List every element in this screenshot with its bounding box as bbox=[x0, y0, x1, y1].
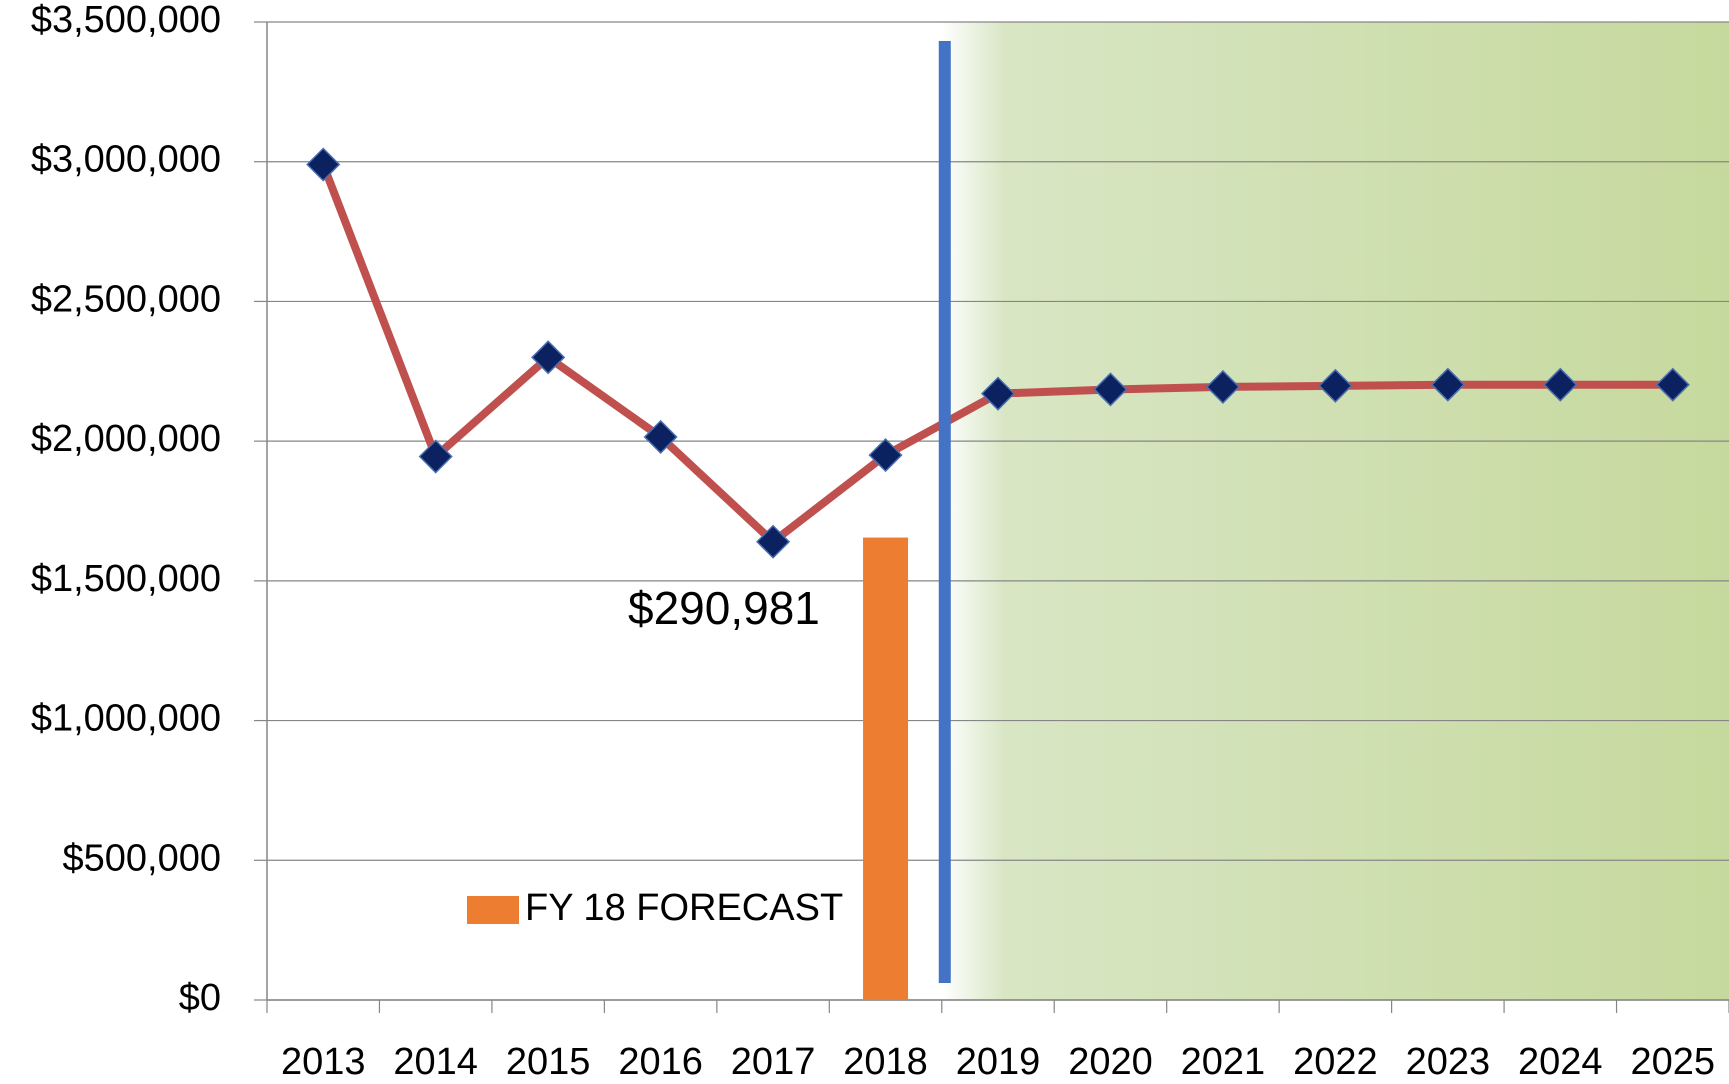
x-tick-label: 2018 bbox=[843, 1041, 928, 1083]
legend-label: FY 18 FORECAST bbox=[525, 887, 843, 929]
x-tick-label: 2023 bbox=[1406, 1041, 1491, 1083]
y-tick-label: $2,500,000 bbox=[31, 278, 221, 320]
y-tick-label: $1,000,000 bbox=[31, 698, 221, 740]
marker bbox=[868, 438, 903, 473]
marker bbox=[756, 524, 791, 559]
marker bbox=[531, 340, 566, 375]
x-tick-label: 2024 bbox=[1518, 1041, 1603, 1083]
y-tick-label: $0 bbox=[179, 977, 221, 1019]
x-tick-label: 2021 bbox=[1181, 1041, 1266, 1083]
x-tick-label: 2013 bbox=[281, 1041, 366, 1083]
marker bbox=[1655, 367, 1690, 402]
x-tick-label: 2020 bbox=[1068, 1041, 1153, 1083]
bar bbox=[863, 537, 909, 1000]
y-tick-label: $2,000,000 bbox=[31, 418, 221, 460]
forecast-region bbox=[941, 22, 1729, 1000]
y-tick-label: $3,000,000 bbox=[31, 139, 221, 181]
marker bbox=[980, 376, 1016, 411]
x-tick-label: 2016 bbox=[618, 1041, 703, 1083]
marker bbox=[1205, 369, 1240, 404]
y-tick-label: $3,500,000 bbox=[31, 0, 221, 41]
x-tick-label: 2017 bbox=[731, 1041, 816, 1083]
marker bbox=[418, 439, 453, 474]
marker bbox=[1543, 367, 1578, 402]
marker bbox=[643, 419, 678, 455]
y-tick-label: $500,000 bbox=[63, 837, 222, 879]
marker bbox=[1093, 372, 1128, 407]
marker bbox=[1318, 368, 1353, 403]
x-tick-label: 2025 bbox=[1630, 1041, 1715, 1083]
marker bbox=[1430, 367, 1465, 402]
x-tick-label: 2022 bbox=[1293, 1041, 1378, 1083]
marker bbox=[306, 147, 341, 182]
y-tick-label: $1,500,000 bbox=[31, 558, 221, 600]
annotation: $290,981 bbox=[628, 582, 820, 634]
legend-swatch bbox=[467, 896, 519, 924]
x-tick-label: 2015 bbox=[506, 1041, 591, 1083]
x-tick-label: 2014 bbox=[393, 1041, 478, 1083]
x-tick-label: 2019 bbox=[956, 1041, 1041, 1083]
